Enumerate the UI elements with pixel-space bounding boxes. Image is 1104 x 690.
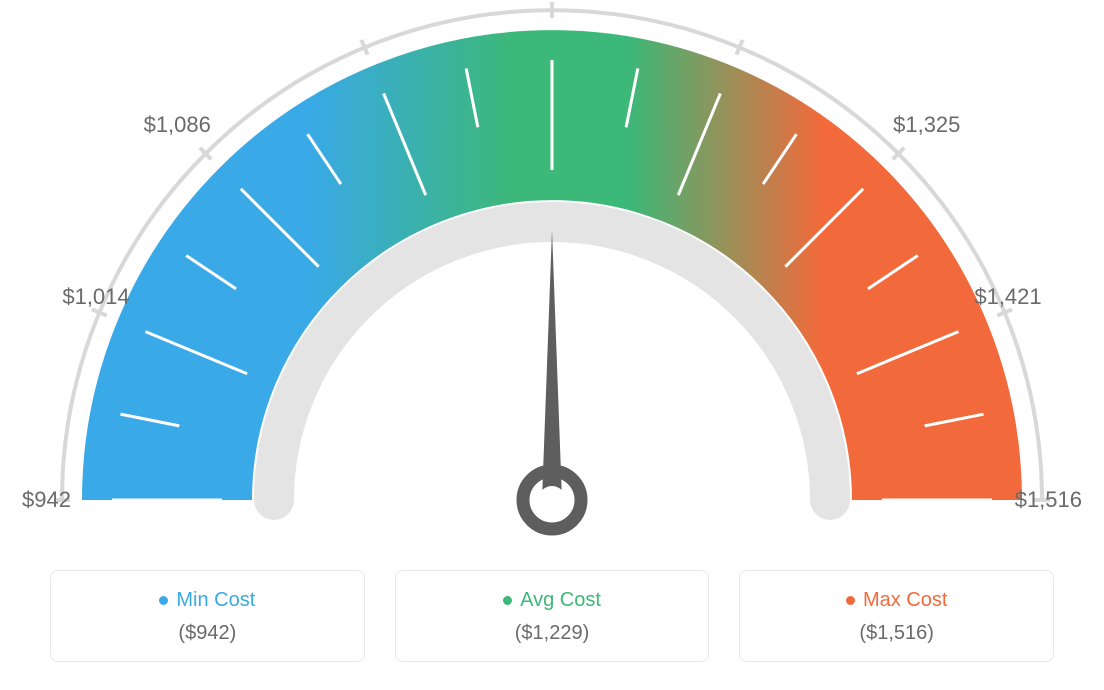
- cost-gauge-container: $942$1,014$1,086$1,229$1,325$1,421$1,516…: [0, 0, 1104, 690]
- gauge-tick-label: $1,325: [893, 112, 960, 137]
- legend-title-max: Max Cost: [846, 589, 947, 612]
- dot-icon: [503, 596, 512, 605]
- dot-icon: [846, 596, 855, 605]
- legend-title-avg: Avg Cost: [503, 589, 601, 612]
- legend-label: Max Cost: [863, 589, 947, 612]
- legend-value: ($942): [63, 622, 352, 645]
- gauge-chart: $942$1,014$1,086$1,229$1,325$1,421$1,516: [0, 0, 1104, 560]
- legend-value: ($1,516): [752, 622, 1041, 645]
- legend-title-min: Min Cost: [159, 589, 255, 612]
- gauge-tick-label: $1,516: [1015, 487, 1082, 512]
- legend-value: ($1,229): [408, 622, 697, 645]
- legend-card-avg: Avg Cost ($1,229): [395, 570, 710, 662]
- legend-card-max: Max Cost ($1,516): [739, 570, 1054, 662]
- dot-icon: [159, 596, 168, 605]
- legend-card-min: Min Cost ($942): [50, 570, 365, 662]
- gauge-svg: $942$1,014$1,086$1,229$1,325$1,421$1,516: [0, 0, 1104, 560]
- gauge-tick-label: $1,086: [144, 112, 211, 137]
- legend-label: Avg Cost: [520, 589, 601, 612]
- gauge-tick-label: $942: [22, 487, 71, 512]
- gauge-tick-label: $1,014: [62, 284, 129, 309]
- legend-label: Min Cost: [176, 589, 255, 612]
- legend-row: Min Cost ($942) Avg Cost ($1,229) Max Co…: [0, 570, 1104, 662]
- gauge-tick-label: $1,421: [974, 284, 1041, 309]
